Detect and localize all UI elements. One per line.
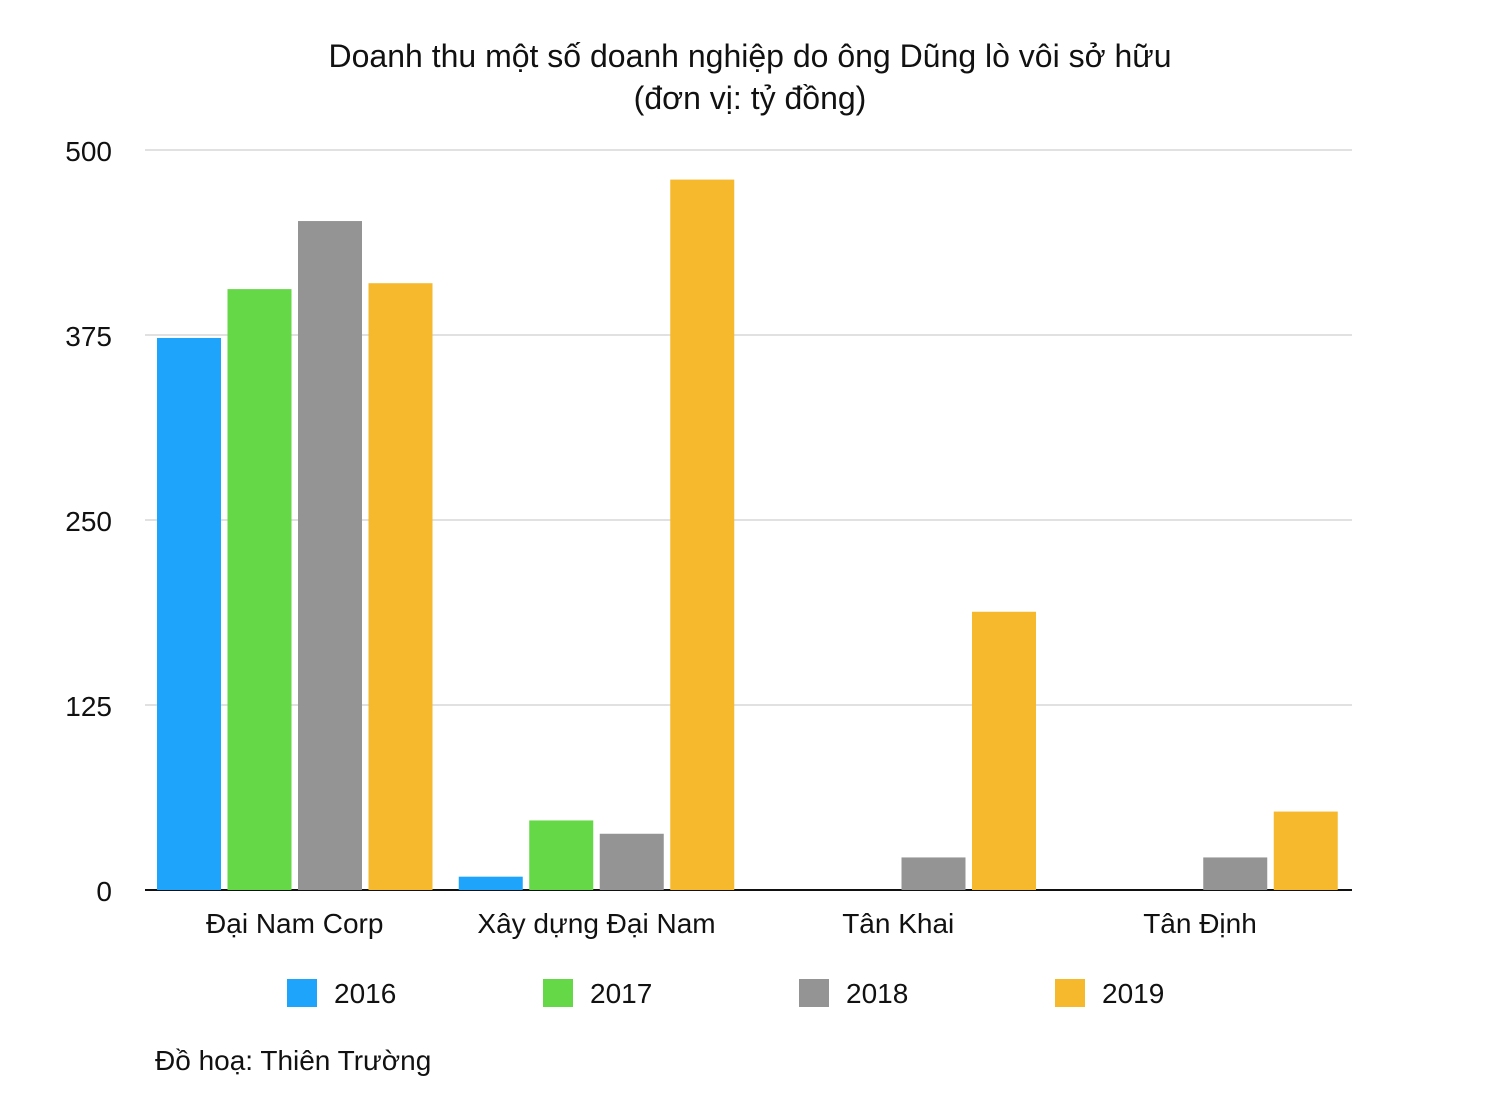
legend-swatch bbox=[543, 979, 573, 1007]
x-axis-ticks: Đại Nam Corp Xây dựng Đại Nam Tân Khai Tân … bbox=[206, 908, 1257, 939]
x-tick-label: Tân Khai bbox=[842, 908, 954, 939]
bars bbox=[157, 179, 1338, 891]
bar-2018 bbox=[901, 857, 966, 890]
bar-2018 bbox=[298, 221, 362, 891]
bar-2019 bbox=[368, 283, 433, 890]
y-tick-label: 375 bbox=[65, 321, 112, 352]
credit-text: Đồ hoạ: Thiên Trường bbox=[155, 1045, 432, 1076]
bar-2019 bbox=[1273, 811, 1338, 890]
bar-2018 bbox=[1203, 857, 1268, 890]
x-tick-label: Đại Nam Corp bbox=[206, 908, 383, 939]
legend-swatch bbox=[287, 979, 317, 1007]
legend-swatch bbox=[799, 979, 829, 1007]
legend: 2016 2017 2018 2019 bbox=[287, 978, 1164, 1009]
y-tick-label: 500 bbox=[65, 136, 112, 167]
legend-label: 2018 bbox=[846, 978, 908, 1009]
bar-2017 bbox=[529, 820, 594, 890]
y-tick-label: 250 bbox=[65, 506, 112, 537]
y-tick-label: 125 bbox=[65, 691, 112, 722]
bar-2016 bbox=[157, 337, 221, 891]
x-tick-label: Tân Định bbox=[1143, 908, 1257, 939]
legend-swatch bbox=[1055, 979, 1085, 1007]
legend-label: 2017 bbox=[590, 978, 652, 1009]
chart-subtitle: (đơn vị: tỷ đồng) bbox=[633, 80, 867, 116]
bar-2019 bbox=[972, 611, 1036, 890]
bar-2019 bbox=[670, 179, 735, 891]
bar-2018 bbox=[599, 833, 664, 890]
legend-label: 2019 bbox=[1102, 978, 1164, 1009]
legend-label: 2016 bbox=[334, 978, 396, 1009]
bar-2016 bbox=[458, 876, 523, 890]
x-tick-label: Xây dựng Đại Nam bbox=[477, 908, 715, 939]
chart-title: Doanh thu một số doanh nghiệp do ông Dũn… bbox=[328, 38, 1172, 74]
y-axis-ticks: 0 125 250 375 500 bbox=[65, 136, 112, 907]
bar-2017 bbox=[227, 289, 292, 890]
y-tick-label: 0 bbox=[96, 876, 112, 907]
